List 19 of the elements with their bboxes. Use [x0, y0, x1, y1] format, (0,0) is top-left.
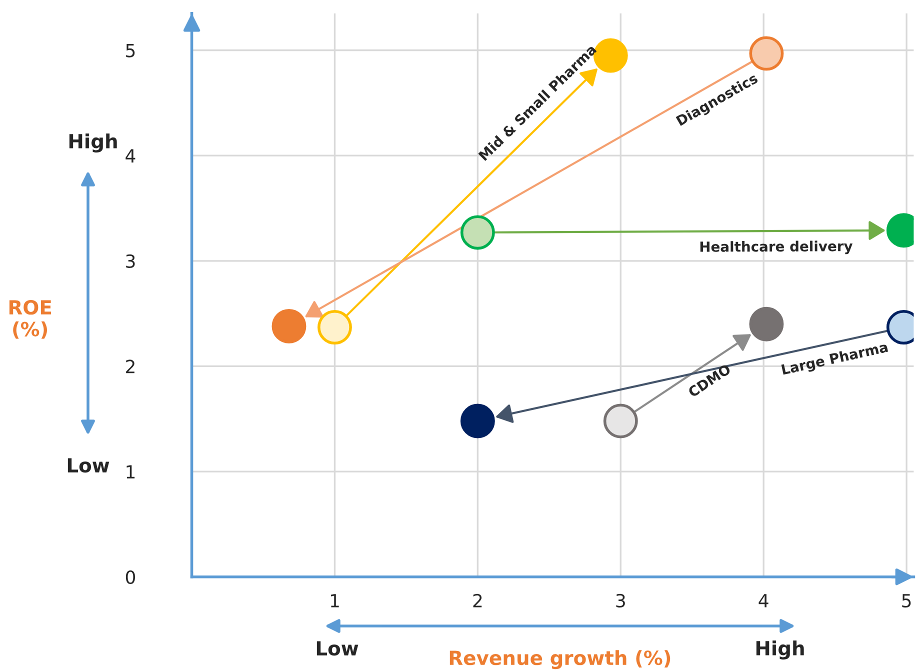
text: High [756, 640, 804, 660]
y-tick-label: 1 [126, 465, 135, 478]
y-axis-title: ROE (%) [9, 300, 52, 339]
text: Low [68, 458, 110, 473]
text: Healthcare delivery [700, 240, 853, 255]
y-tick-label: 5 [126, 44, 135, 58]
text: Low [316, 641, 358, 656]
x-tick-label: 2 [473, 594, 482, 608]
text: Large Pharma [781, 341, 889, 378]
x-tick-label: 1 [330, 594, 339, 608]
x-axis-title: Revenue growth (%) [450, 650, 670, 670]
y-tick-label: 2 [126, 360, 134, 374]
y-tick-label: 3 [126, 254, 135, 268]
y-tick-label: 0 [126, 570, 136, 584]
x-tick-label: 3 [616, 594, 625, 608]
y-tick-label: 4 [126, 149, 136, 162]
x-tick-label: 5 [902, 594, 911, 608]
x-tick-label: 4 [758, 594, 768, 608]
text: High [69, 134, 117, 152]
